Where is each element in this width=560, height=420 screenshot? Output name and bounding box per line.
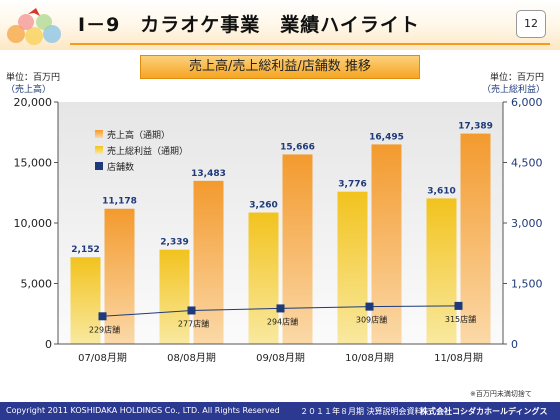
legend-swatch-profit	[95, 146, 103, 154]
legend-swatch-sales	[95, 130, 103, 138]
right-tick-label: 6,000	[511, 96, 543, 109]
profit-value-label: 3,776	[338, 180, 366, 190]
right-tick-label: 3,000	[511, 217, 543, 230]
stores-marker	[98, 312, 107, 321]
header-divider	[70, 43, 550, 45]
stores-marker	[276, 304, 285, 313]
left-tick-label: 20,000	[14, 96, 53, 109]
x-tick-label: 11/08月期	[434, 352, 483, 364]
stores-value-label: 309店舗	[356, 315, 387, 325]
legend-label-profit: 売上総利益（通期）	[107, 145, 188, 157]
footer-copyright: Copyright 2011 KOSHIDAKA HOLDINGS Co., L…	[6, 406, 280, 415]
company-logo-icon	[7, 8, 61, 45]
profit-value-label: 2,339	[160, 238, 188, 248]
sales-bar	[460, 133, 491, 344]
sales-value-label: 16,495	[369, 132, 404, 142]
profit-value-label: 3,260	[249, 201, 277, 211]
left-unit-label: 単位：百万円	[6, 73, 61, 83]
stores-value-label: 315店舗	[445, 314, 476, 324]
legend-swatch-stores	[95, 162, 103, 170]
left-unit-sublabel: （売上高）	[6, 85, 52, 95]
sales-bar	[371, 144, 402, 344]
footer-document-title: ２０１１年８月期 決算説明会資料	[300, 407, 423, 416]
right-tick-label: 4,500	[511, 157, 543, 170]
sales-profit-stores-chart: 07/08月期 08/08月期 09/08月期 10/08月期 11/08月期 0 5,00…	[14, 96, 543, 364]
stores-marker	[365, 302, 374, 311]
profit-bar	[70, 257, 101, 344]
sales-bar	[282, 154, 313, 344]
x-tick-label: 08/08月期	[167, 352, 216, 364]
left-tick-label: 0	[45, 338, 52, 351]
stores-value-label: 229店舗	[89, 324, 120, 334]
right-tick-label: 1,500	[511, 278, 543, 291]
profit-value-label: 3,610	[427, 186, 455, 196]
chart-subtitle: 売上高/売上総利益/店舗数 推移	[140, 55, 420, 79]
page-number: 12	[516, 10, 546, 38]
sales-value-label: 11,178	[102, 197, 137, 207]
sales-value-label: 17,389	[458, 122, 493, 132]
stores-value-label: 294店舗	[267, 316, 298, 326]
left-tick-label: 10,000	[14, 217, 53, 230]
right-unit-label: 単位：百万円	[490, 73, 545, 83]
sales-value-label: 15,666	[280, 142, 315, 152]
right-unit-sublabel: （売上総利益）	[482, 85, 546, 95]
profit-value-label: 2,152	[71, 245, 99, 255]
footer-bar: Copyright 2011 KOSHIDAKA HOLDINGS Co., L…	[0, 402, 560, 420]
stores-marker	[454, 301, 463, 310]
sales-bar	[193, 180, 224, 344]
profit-bar	[159, 249, 190, 344]
left-tick-label: 15,000	[14, 157, 53, 170]
sales-value-label: 13,483	[191, 169, 226, 179]
rounding-note: ※百万円未満切捨て	[470, 390, 532, 398]
profit-bar	[337, 191, 368, 344]
x-tick-label: 10/08月期	[345, 352, 394, 364]
x-tick-label: 07/08月期	[78, 352, 127, 364]
page-title: Ⅰ－9 カラオケ事業 業績ハイライト	[78, 14, 420, 36]
header-band	[0, 0, 560, 50]
stores-marker	[187, 306, 196, 315]
profit-bar	[248, 212, 279, 344]
left-tick-label: 5,000	[21, 278, 53, 291]
right-tick-label: 0	[511, 338, 518, 351]
legend-label-sales: 売上高（通期）	[107, 129, 170, 141]
sales-bar	[104, 208, 135, 344]
legend-label-stores: 店舗数	[107, 161, 134, 173]
profit-bar	[426, 198, 457, 344]
stores-value-label: 277店舗	[178, 318, 209, 328]
footer-company-name: 株式会社コシダカホールディングス	[420, 407, 548, 416]
x-tick-label: 09/08月期	[256, 352, 305, 364]
